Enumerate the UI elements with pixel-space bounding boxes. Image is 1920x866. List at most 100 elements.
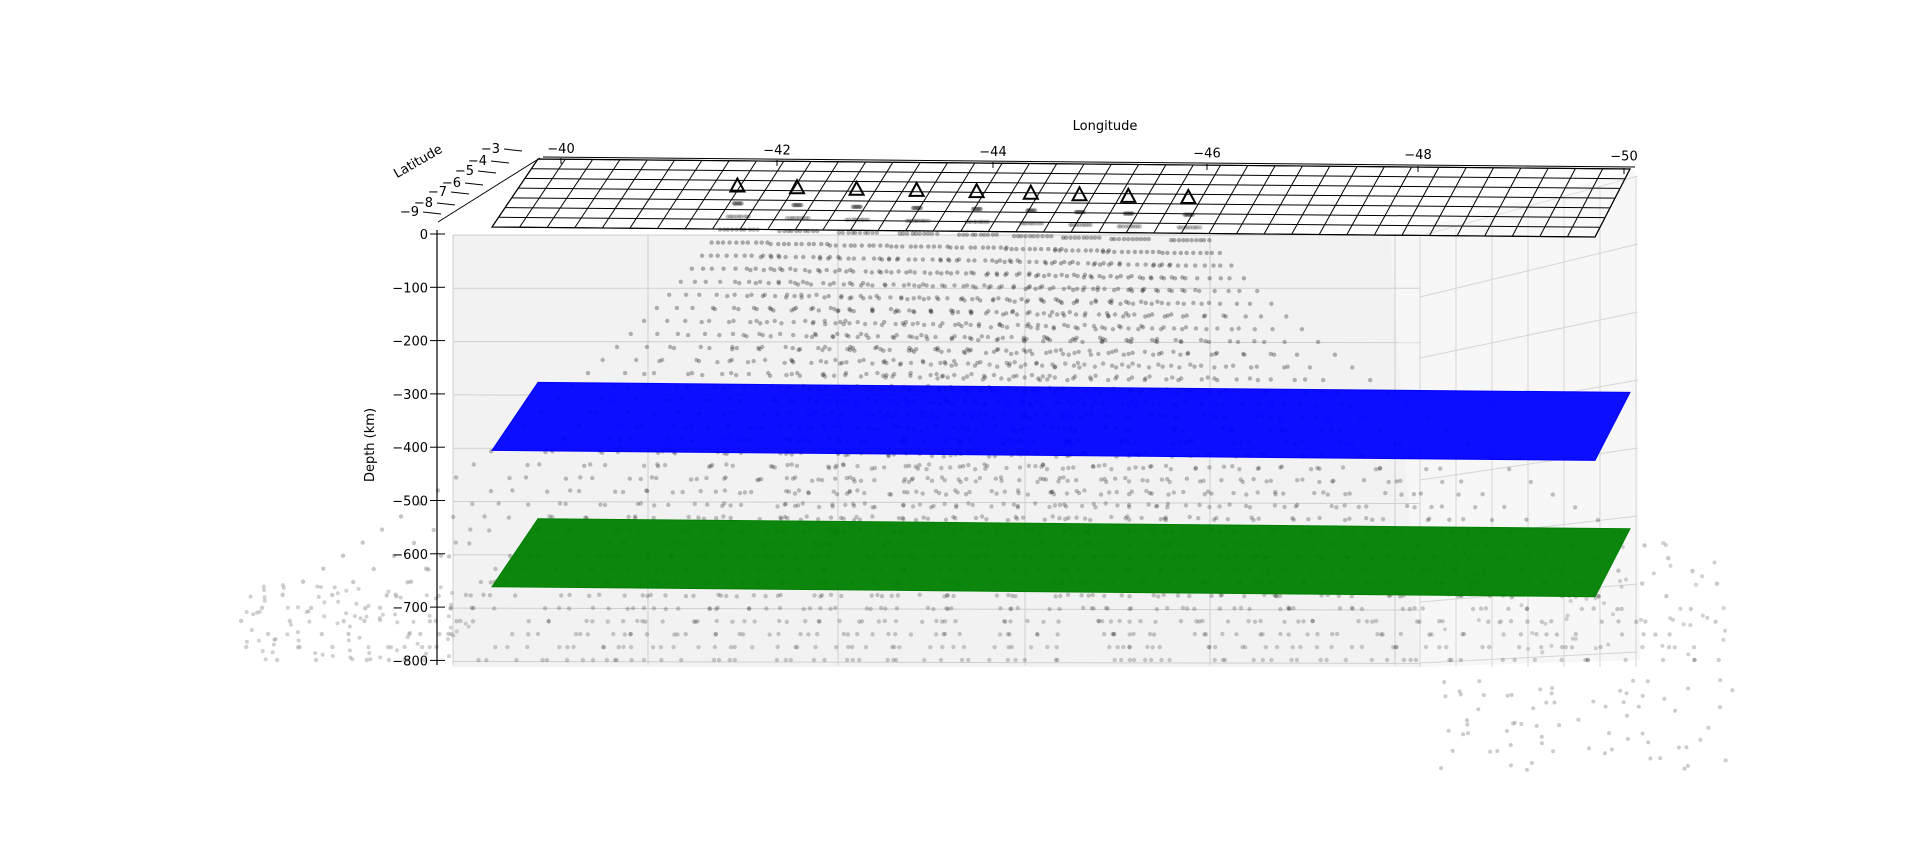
ray-point [1005,632,1011,637]
ray-point [844,491,850,496]
y-tick [503,148,523,152]
ray-point [621,619,626,624]
ray-point [901,503,906,508]
ray-point [691,593,696,598]
ray-point [803,619,808,624]
ray-point [683,318,688,324]
ray-point [1100,361,1106,366]
ray-point [1151,263,1156,268]
ray-point [1221,313,1226,318]
ray-point [857,230,863,235]
ray-point [1040,234,1045,239]
ray-point [1089,300,1094,306]
ray-point [793,254,798,260]
ray-point [1544,632,1549,637]
ray-point [838,515,844,521]
ray-point [1185,351,1190,357]
ray-point [903,319,909,325]
ray-point [814,292,819,297]
ray-point [1519,603,1524,608]
ray-point [350,657,355,662]
ray-point [275,657,280,663]
ray-point [1136,363,1142,368]
ray-point [991,245,996,250]
ray-point [1158,517,1164,522]
ray-point [1315,632,1320,637]
ray-point [1624,577,1628,582]
ray-point [389,645,394,650]
ray-point [920,358,925,364]
ray-point [869,466,874,471]
ray-point [634,357,639,363]
ray-point [1129,336,1135,342]
ray-point [1331,478,1336,483]
ray-point [1058,299,1063,304]
ray-point [1126,504,1132,510]
ray-point [884,372,889,378]
ray-point [1231,490,1236,496]
ray-point [1370,517,1375,522]
ray-point [238,618,244,624]
ray-point [972,467,978,472]
ray-point [1377,465,1383,471]
ray-point [799,215,804,221]
ray-point [857,619,862,624]
ray-point [742,253,747,258]
ray-point [1279,464,1285,469]
ray-point [1443,694,1448,699]
ray-point [1103,501,1108,506]
ray-point [870,306,875,312]
ray-point [1051,492,1057,497]
ray-point [748,319,753,325]
ray-point [1154,606,1160,612]
ray-point [1330,479,1335,484]
ray-point [897,231,902,236]
ray-point [728,515,733,521]
ray-point [1086,222,1091,228]
ray-point [262,588,267,593]
ray-point [934,295,939,300]
ray-point [941,454,946,459]
ray-point [742,214,747,219]
ray-point [377,616,382,621]
wireframe-line [1566,168,1604,237]
ray-point [751,593,756,598]
ray-point [906,463,912,468]
ray-point [989,488,994,494]
ray-point [871,256,877,261]
ray-point [651,370,657,376]
ray-point [1646,740,1651,745]
ray-point [683,292,689,297]
ray-point [450,590,454,595]
ray-point [821,371,826,377]
ray-point [423,566,429,571]
ray-point [731,305,737,311]
ray-point [1641,632,1646,637]
ray-point [348,655,353,660]
ray-point [1146,365,1152,370]
ray-point [1570,636,1575,641]
ray-point [746,606,752,611]
ray-point [1662,696,1667,701]
ray-point [506,515,512,520]
ray-point [1495,749,1500,753]
ray-point [1294,657,1300,663]
ray-point [1126,351,1131,357]
ray-point [628,645,634,650]
ray-point [1277,593,1283,599]
ray-point [810,305,816,311]
ray-point [834,645,839,650]
ray-point [1517,645,1522,650]
wireframe-line [712,160,757,230]
ray-point [1071,300,1077,306]
ray-point [1185,225,1190,230]
ray-point [796,488,802,493]
ray-point [715,253,720,258]
ray-point [424,593,429,598]
ray-point [791,360,796,365]
ray-point [846,644,851,650]
wireframe-line [932,162,976,232]
ray-point [1077,365,1082,370]
ray-point [1274,594,1279,599]
ray-point [1118,301,1123,306]
